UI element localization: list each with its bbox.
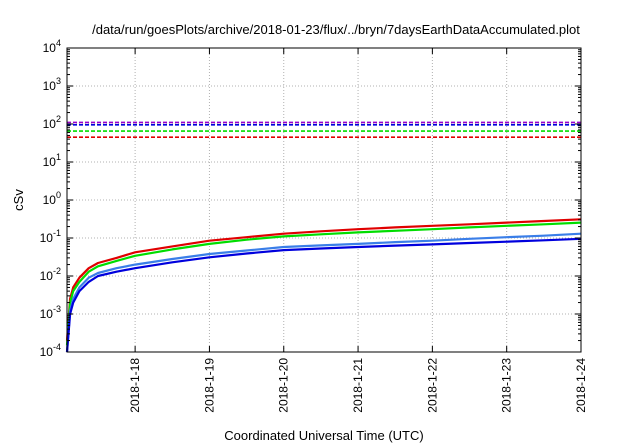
axis-ticks <box>67 47 582 353</box>
y-tick-label: 10-3 <box>40 304 61 321</box>
series-line <box>65 232 582 353</box>
y-tick-label: 101 <box>43 152 61 169</box>
y-tick-label: 10-2 <box>40 266 61 283</box>
plot-frame <box>66 47 582 353</box>
chart-title: /data/run/goesPlots/archive/2018-01-23/f… <box>92 22 580 37</box>
series-layer <box>65 121 582 353</box>
x-tick-label: 2018-1-20 <box>277 358 291 413</box>
x-tick-label: 2018-1-23 <box>500 358 514 413</box>
x-tick-label: 2018-1-24 <box>574 358 588 413</box>
y-tick-label: 10-1 <box>40 228 61 245</box>
grid-lines <box>67 48 581 352</box>
y-tick-labels: 10-4 10-3 10-2 10-1 100 101 102 103 104 <box>40 38 61 359</box>
x-tick-label: 2018-1-18 <box>128 358 142 413</box>
y-tick-label: 103 <box>43 76 61 93</box>
y-axis-label: cSv <box>11 189 26 211</box>
x-tick-label: 2018-1-21 <box>351 358 365 413</box>
series-line <box>65 221 582 346</box>
y-tick-label: 102 <box>43 114 61 131</box>
x-tick-labels: 2018-1-18 2018-1-19 2018-1-20 2018-1-21 2018… <box>128 358 588 413</box>
series-line <box>65 237 582 353</box>
y-tick-label: 104 <box>43 38 61 55</box>
series-line <box>65 218 582 341</box>
x-tick-label: 2018-1-22 <box>425 358 439 413</box>
x-tick-label: 2018-1-19 <box>202 358 216 413</box>
y-tick-label: 10-4 <box>40 342 61 359</box>
x-axis-label: Coordinated Universal Time (UTC) <box>224 428 423 443</box>
y-tick-label: 100 <box>43 190 61 207</box>
